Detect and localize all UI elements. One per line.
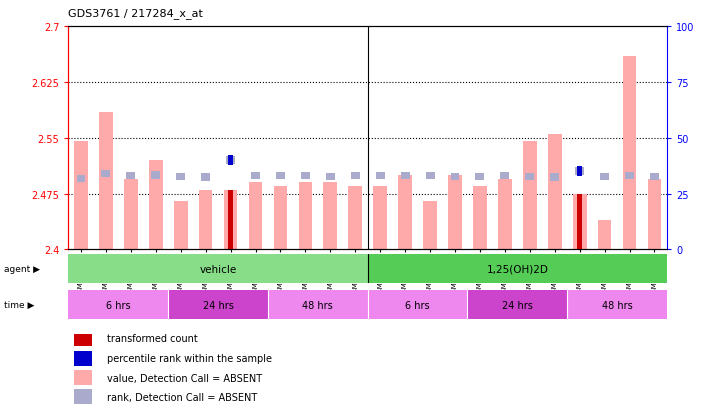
Text: 24 hrs: 24 hrs [203,300,234,310]
Bar [598,220,611,250]
Bar [567,291,667,319]
Bar [425,173,435,180]
Bar [575,168,584,176]
Bar [168,291,268,319]
Bar [526,173,534,181]
Text: 48 hrs: 48 hrs [303,300,333,310]
Bar [124,179,138,250]
Bar [448,176,462,250]
Bar [326,173,335,181]
Bar [76,176,85,183]
Bar [351,173,360,180]
Text: 48 hrs: 48 hrs [602,300,632,310]
Bar [74,331,92,346]
Bar [550,174,559,181]
Text: 1,25(OH)2D: 1,25(OH)2D [487,264,548,274]
Text: GDS3761 / 217284_x_at: GDS3761 / 217284_x_at [68,8,203,19]
Bar [74,370,92,385]
Text: vehicle: vehicle [200,264,236,274]
Bar [298,183,312,250]
Bar [149,161,163,250]
Bar [268,291,368,319]
Text: value, Detection Call = ABSENT: value, Detection Call = ABSENT [107,373,262,382]
Bar [401,173,410,180]
Bar [74,351,92,366]
Bar [151,172,160,179]
Bar [373,187,387,250]
Bar [348,187,362,250]
Bar [475,173,485,181]
Bar [74,389,92,404]
Bar [324,183,337,250]
Bar [226,157,235,164]
Bar [99,112,112,250]
Bar [548,135,562,250]
Bar [68,255,368,283]
Bar [376,173,384,180]
Text: 24 hrs: 24 hrs [502,300,533,310]
Bar [228,190,234,250]
Bar [102,170,110,178]
Bar [451,173,459,181]
Bar [577,167,583,177]
Text: 6 hrs: 6 hrs [405,300,430,310]
Bar [68,291,168,319]
Bar [523,142,536,250]
Bar [467,291,567,319]
Bar [174,202,187,250]
Bar [368,255,667,283]
Bar [650,173,659,181]
Bar [251,173,260,180]
Bar [498,179,512,250]
Bar [301,173,310,180]
Bar [647,179,661,250]
Bar [74,142,88,250]
Bar [228,156,234,166]
Bar [224,190,237,250]
Bar [368,291,467,319]
Bar [423,202,437,250]
Bar [473,187,487,250]
Bar [249,183,262,250]
Bar [572,194,586,250]
Bar [600,173,609,181]
Text: rank, Detection Call = ABSENT: rank, Detection Call = ABSENT [107,392,257,402]
Bar [623,57,637,250]
Text: transformed count: transformed count [107,333,198,343]
Bar [276,173,285,180]
Bar [176,173,185,181]
Bar [126,173,136,180]
Bar [577,194,583,250]
Text: time ▶: time ▶ [4,300,34,309]
Text: percentile rank within the sample: percentile rank within the sample [107,354,273,363]
Bar [500,173,509,180]
Bar [201,174,210,181]
Bar [398,176,412,250]
Text: agent ▶: agent ▶ [4,264,40,273]
Bar [199,190,213,250]
Bar [625,173,634,180]
Text: 6 hrs: 6 hrs [106,300,131,310]
Bar [273,187,287,250]
